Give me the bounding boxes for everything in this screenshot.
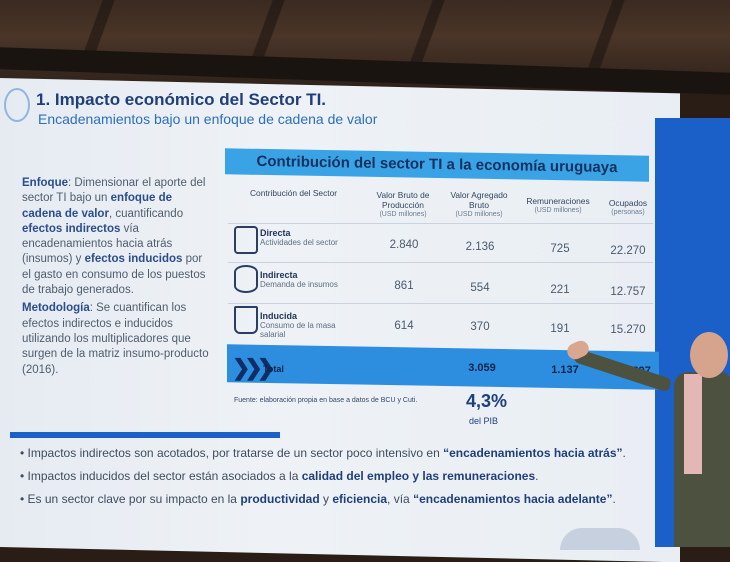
metodologia-text: : Se cuantifican los efectos indirectos … (22, 302, 209, 376)
table-row-label: Indirecta Demanda de insumos (260, 270, 338, 289)
enfoque-bold: efectos indirectos (22, 222, 121, 235)
pib-value: 4,3% (466, 391, 508, 411)
metodologia-label: Metodología (22, 302, 90, 315)
presenter-head (690, 332, 728, 378)
table-cell: 861 (394, 280, 414, 292)
ceiling-beam (407, 0, 445, 70)
presenter-shirt (684, 374, 702, 474)
person-laptop-icon (234, 226, 258, 254)
enfoque-text: : Dimensionar el aporte del sector TI ba… (22, 177, 206, 205)
table-cell: 614 (394, 320, 414, 332)
total-cell: 3.059 (468, 362, 496, 374)
column-header: Remuneraciones (USD millones) (526, 196, 590, 214)
enfoque-paragraph: Enfoque: Dimensionar el aporte del secto… (22, 176, 212, 298)
table-row-label: Directa Actividades del sector (260, 228, 338, 247)
enfoque-text: , cuantificando (108, 207, 184, 220)
column-header: Contribución del Sector (250, 188, 338, 198)
table-cell: 22.270 (610, 245, 646, 257)
table-cell: 554 (470, 282, 490, 294)
row-divider (228, 303, 653, 304)
ceiling (0, 0, 730, 95)
bullet-item: • Es un sector clave por su impacto en l… (20, 492, 616, 506)
bullet-list: • Impactos indirectos son acotados, por … (20, 446, 660, 515)
presenter-jacket (674, 372, 730, 547)
section-divider (10, 432, 280, 438)
coins-stack-icon (234, 265, 258, 293)
enfoque-text: por el gasto en consumo de los puestos d… (22, 253, 206, 297)
row-divider (228, 262, 653, 263)
enfoque-text: vía encadenamientos hacia atrás (insumos… (22, 222, 173, 266)
presenter (668, 332, 730, 547)
enfoque-bold: efectos inducidos (84, 253, 183, 266)
source-note: Fuente: elaboración propia en base a dat… (234, 397, 418, 404)
table-cell: 191 (550, 323, 570, 335)
table-cell: 12.757 (610, 286, 646, 298)
pib-label: del PIB (469, 416, 499, 426)
slide-title: 1. Impacto económico del Sector TI. (36, 90, 327, 109)
table-cell: 2.840 (389, 239, 419, 251)
metodologia-paragraph: Metodología: Se cuantifican los efectos … (22, 301, 212, 377)
table-cell: 725 (550, 243, 570, 255)
enfoque-bold: enfoque de cadena de valor (22, 192, 172, 220)
row-divider (228, 223, 653, 224)
stage-light (560, 528, 640, 550)
column-header: Valor Agregado Bruto (USD millones) (450, 190, 508, 218)
chevrons-right-icon: ❯❯❯ (232, 355, 275, 380)
ceiling-beam (587, 0, 625, 70)
enfoque-label: Enfoque (22, 177, 68, 189)
slide-subtitle: Encadenamientos bajo un enfoque de caden… (38, 111, 378, 127)
table-cell: 2.136 (465, 241, 495, 253)
shopping-bag-icon (234, 306, 258, 334)
logo-icon (4, 88, 30, 122)
column-header: Valor Bruto de Producción (USD millones) (376, 190, 430, 218)
column-header: Ocupados (personas) (608, 198, 648, 216)
table-cell: 221 (550, 284, 570, 296)
total-cell: 1.137 (551, 364, 579, 376)
approach-text: Enfoque: Dimensionar el aporte del secto… (22, 176, 212, 381)
table-row-label: Inducida Consumo de la masa salarial (260, 311, 336, 339)
table-cell: 370 (470, 321, 490, 333)
table-cell: 15.270 (610, 324, 646, 336)
total-label: Total (263, 364, 284, 374)
bullet-item: • Impactos indirectos son acotados, por … (20, 446, 626, 460)
bullet-item: • Impactos inducidos del sector están as… (20, 469, 539, 483)
